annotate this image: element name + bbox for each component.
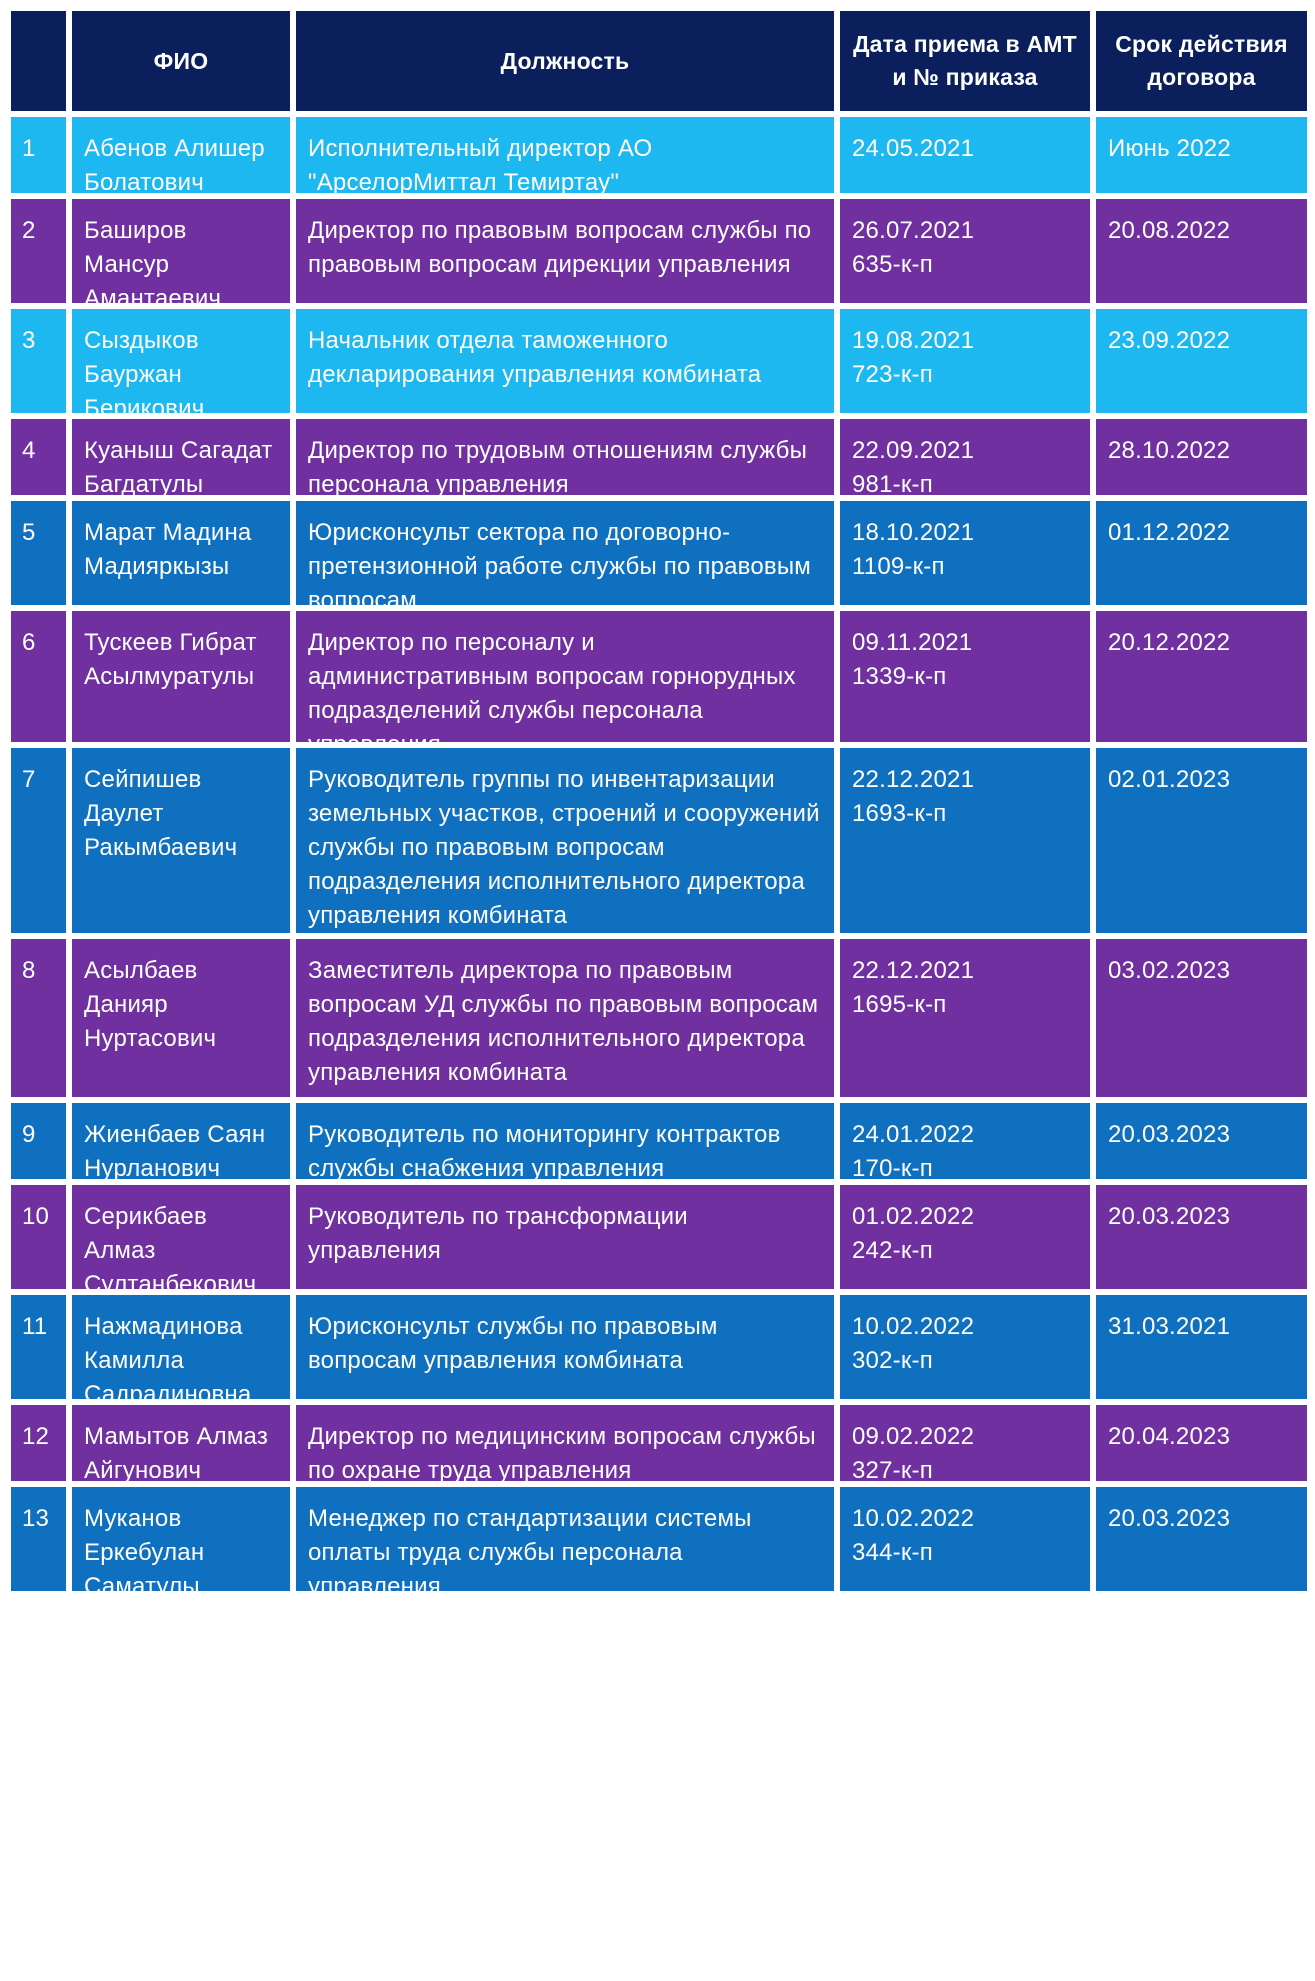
cell-hire-date: 19.08.2021 723-к-п [840, 309, 1090, 413]
cell-name: Марат Мадина Мадияркызы [72, 501, 290, 605]
cell-hire-date: 10.02.2022 344-к-п [840, 1487, 1090, 1591]
cell-name: Нажмадинова Камилла Садрадиновна [72, 1295, 290, 1399]
cell-name: Жиенбаев Саян Нурланович [72, 1103, 290, 1179]
cell-name: Серикбаев Алмаз Султанбекович [72, 1185, 290, 1289]
cell-position: Директор по трудовым отношениям службы п… [296, 419, 834, 495]
cell-position: Менеджер по стандартизации системы оплат… [296, 1487, 834, 1591]
cell-name: Асылбаев Данияр Нуртасович [72, 939, 290, 1097]
row-number: 11 [11, 1295, 66, 1399]
cell-contract-term: 20.04.2023 [1096, 1405, 1307, 1481]
header-number [11, 11, 66, 111]
row-number: 5 [11, 501, 66, 605]
cell-hire-date: 18.10.2021 1109-к-п [840, 501, 1090, 605]
cell-hire-date: 26.07.2021 635-к-п [840, 199, 1090, 303]
row-number: 13 [11, 1487, 66, 1591]
cell-position: Руководитель по трансформации управления [296, 1185, 834, 1289]
row-number: 4 [11, 419, 66, 495]
row-number: 6 [11, 611, 66, 742]
header-position: Должность [296, 11, 834, 111]
cell-position: Директор по медицинским вопросам службы … [296, 1405, 834, 1481]
cell-contract-term: 28.10.2022 [1096, 419, 1307, 495]
header-hire-date: Дата приема в АМТ и № приказа [840, 11, 1090, 111]
employee-table: ФИО Должность Дата приема в АМТ и № прик… [11, 11, 1307, 1591]
cell-hire-date: 22.12.2021 1693-к-п [840, 748, 1090, 933]
cell-name: Сейпишев Даулет Ракымбаевич [72, 748, 290, 933]
cell-name: Куаныш Сагадат Багдатулы [72, 419, 290, 495]
cell-contract-term: 03.02.2023 [1096, 939, 1307, 1097]
cell-name: Абенов Алишер Болатович [72, 117, 290, 193]
row-number: 9 [11, 1103, 66, 1179]
row-number: 8 [11, 939, 66, 1097]
cell-position: Исполнительный директор АО "АрселорМитта… [296, 117, 834, 193]
header-name: ФИО [72, 11, 290, 111]
cell-hire-date: 09.11.2021 1339-к-п [840, 611, 1090, 742]
cell-position: Руководитель по мониторингу контрактов с… [296, 1103, 834, 1179]
cell-position: Директор по правовым вопросам службы по … [296, 199, 834, 303]
row-number: 2 [11, 199, 66, 303]
cell-position: Руководитель группы по инвентаризации зе… [296, 748, 834, 933]
row-number: 1 [11, 117, 66, 193]
cell-contract-term: 01.12.2022 [1096, 501, 1307, 605]
cell-name: Баширов Мансур Амантаевич [72, 199, 290, 303]
row-number: 3 [11, 309, 66, 413]
cell-hire-date: 24.01.2022 170-к-п [840, 1103, 1090, 1179]
cell-hire-date: 01.02.2022 242-к-п [840, 1185, 1090, 1289]
cell-hire-date: 22.09.2021 981-к-п [840, 419, 1090, 495]
cell-hire-date: 10.02.2022 302-к-п [840, 1295, 1090, 1399]
cell-hire-date: 24.05.2021 [840, 117, 1090, 193]
cell-contract-term: 20.03.2023 [1096, 1103, 1307, 1179]
row-number: 12 [11, 1405, 66, 1481]
cell-position: Юрисконсульт сектора по договорно-претен… [296, 501, 834, 605]
cell-name: Тускеев Гибрат Асылмуратулы [72, 611, 290, 742]
cell-position: Заместитель директора по правовым вопрос… [296, 939, 834, 1097]
row-number: 10 [11, 1185, 66, 1289]
cell-contract-term: 20.08.2022 [1096, 199, 1307, 303]
cell-contract-term: 02.01.2023 [1096, 748, 1307, 933]
cell-contract-term: 31.03.2021 [1096, 1295, 1307, 1399]
cell-contract-term: 20.12.2022 [1096, 611, 1307, 742]
cell-contract-term: 20.03.2023 [1096, 1487, 1307, 1591]
header-contract-term: Срок действия договора [1096, 11, 1307, 111]
cell-contract-term: 23.09.2022 [1096, 309, 1307, 413]
cell-hire-date: 22.12.2021 1695-к-п [840, 939, 1090, 1097]
cell-name: Муканов Еркебулан Саматулы [72, 1487, 290, 1591]
cell-contract-term: 20.03.2023 [1096, 1185, 1307, 1289]
cell-name: Сыздыков Бауржан Берикович [72, 309, 290, 413]
cell-position: Начальник отдела таможенного декларирова… [296, 309, 834, 413]
cell-contract-term: Июнь 2022 [1096, 117, 1307, 193]
row-number: 7 [11, 748, 66, 933]
cell-position: Юрисконсульт службы по правовым вопросам… [296, 1295, 834, 1399]
cell-hire-date: 09.02.2022 327-к-п [840, 1405, 1090, 1481]
cell-position: Директор по персоналу и административным… [296, 611, 834, 742]
cell-name: Мамытов Алмаз Айгунович [72, 1405, 290, 1481]
